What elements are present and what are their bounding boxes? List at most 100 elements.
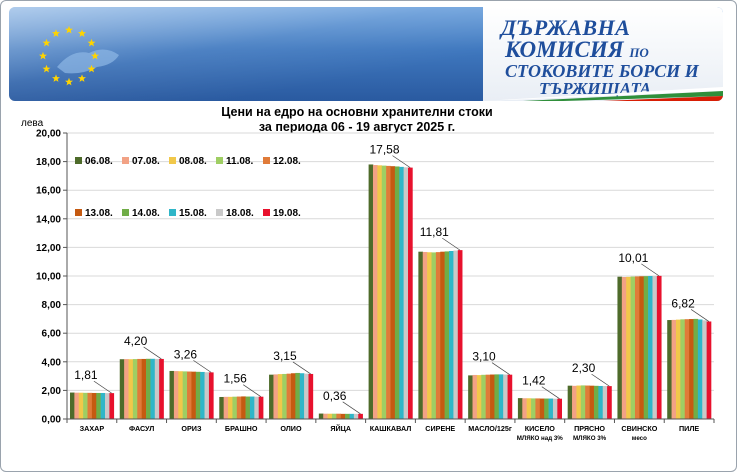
x-tick-label: ПРЯСНО [574, 424, 605, 433]
bar [336, 413, 342, 419]
bar [517, 398, 523, 419]
legend-label: 19.08. [273, 208, 301, 219]
bar [648, 276, 653, 419]
legend: 06.08. 07.08. 08.08. 11.08. 12.08. 13.08. 14.0… [75, 156, 301, 219]
bar [241, 396, 246, 419]
x-tick-label: ЗАХАР [80, 424, 105, 433]
bar [91, 392, 97, 419]
star-icon [52, 29, 60, 37]
bar [522, 398, 527, 419]
bar [684, 319, 690, 419]
data-label: 2,30 [572, 361, 596, 375]
bar [345, 413, 350, 419]
bar [228, 396, 233, 419]
y-tick-label: 4,00 [42, 357, 62, 368]
bar [552, 398, 558, 419]
map-silhouette-icon [57, 49, 119, 74]
x-tick-label: КАШКАВАЛ [370, 424, 412, 433]
data-label: 11,81 [420, 225, 449, 239]
y-tick-label: 18,00 [36, 157, 61, 168]
bar [119, 359, 125, 419]
bar [245, 396, 251, 419]
leader-line [591, 373, 610, 387]
y-tick-label: 14,00 [36, 214, 61, 225]
leader-line [442, 237, 461, 251]
org-name-line2-main: КОМИСИЯ [505, 37, 624, 62]
data-label: 10,01 [618, 251, 648, 265]
bar [667, 320, 672, 419]
data-label: 0,36 [323, 389, 347, 403]
bar [544, 398, 549, 419]
bar [431, 252, 437, 419]
x-tick-label: ОРИЗ [181, 424, 202, 433]
bar [286, 373, 292, 419]
organization-logo: ДЪРЖАВНА КОМИСИЯ ПО СТОКОВИТЕ БОРСИ И ТЪ… [483, 7, 723, 101]
legend-swatch [169, 209, 176, 216]
bar [621, 277, 627, 419]
bar [671, 319, 677, 419]
star-icon [87, 38, 96, 47]
bar [318, 413, 324, 419]
leader-line [392, 155, 411, 168]
bar [580, 385, 586, 419]
bar [232, 396, 238, 419]
x-tick-label: БРАШНО [225, 424, 258, 433]
bar [652, 276, 658, 419]
bar [503, 374, 508, 419]
chart-area: Цени на едро на основни хранителни стоки… [9, 101, 721, 463]
bar [585, 385, 590, 419]
bar [472, 374, 478, 419]
bar [490, 374, 495, 419]
bar [204, 372, 210, 419]
axes: 0,00 2,00 4,00 6,00 8,00 10,00 12,00 14,00 16,00… [36, 129, 715, 442]
bar [626, 276, 631, 419]
bar [557, 398, 563, 419]
header-banner: ДЪРЖАВНА КОМИСИЯ ПО СТОКОВИТЕ БОРСИ И ТЪ… [9, 7, 723, 101]
bar [323, 413, 328, 419]
bar [422, 251, 428, 419]
bar [507, 374, 513, 419]
bar [182, 371, 188, 419]
leader-line [491, 362, 510, 375]
x-tick-label: ПИЛЕ [679, 424, 699, 433]
bar [96, 392, 101, 419]
bar [290, 373, 296, 419]
y-tick-label: 0,00 [42, 415, 62, 426]
leader-line [342, 401, 361, 415]
bar [526, 398, 532, 419]
y-tick-label: 10,00 [36, 272, 61, 283]
bar [643, 276, 649, 419]
bar [602, 385, 608, 419]
bar [124, 359, 129, 419]
bar [208, 372, 214, 419]
data-label: 6,82 [671, 296, 695, 310]
x-tick-label: месо [632, 435, 647, 442]
y-tick-label: 2,00 [42, 386, 62, 397]
bar [386, 165, 391, 419]
star-icon [78, 29, 86, 37]
data-label: 3,26 [174, 347, 198, 361]
data-label: 1,42 [522, 374, 546, 388]
bar [440, 251, 445, 419]
star-icon [42, 38, 51, 47]
legend-swatch [169, 157, 176, 164]
bar [418, 251, 424, 419]
bar [381, 165, 387, 419]
y-tick-label: 6,00 [42, 329, 62, 340]
bar [169, 370, 175, 419]
bar [308, 373, 314, 419]
bar [358, 413, 363, 419]
leader-line [93, 380, 112, 394]
bar [706, 321, 712, 419]
bar [137, 358, 142, 419]
org-name-line3: СТОКОВИТЕ БОРСИ И [505, 61, 699, 81]
legend-label: 15.08. [179, 208, 207, 219]
bar [435, 252, 441, 419]
y-tick-label: 8,00 [42, 300, 62, 311]
y-axis-label: лева [21, 118, 44, 129]
legend-swatch [75, 209, 82, 216]
star-icon [52, 74, 60, 82]
bar [531, 398, 536, 419]
x-tick-label: МАСЛО/125г [468, 424, 512, 433]
